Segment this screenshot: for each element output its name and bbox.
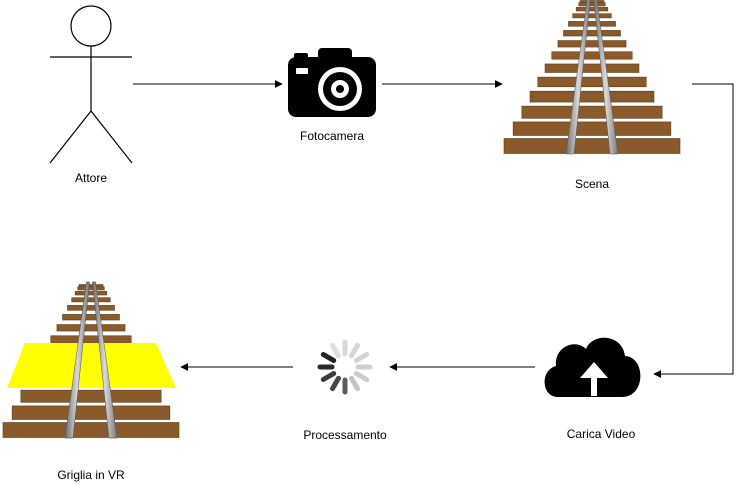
spinner-segment (320, 352, 337, 363)
spinner-segment (330, 375, 341, 392)
track-rail (92, 281, 118, 439)
loading-spinner-icon (317, 339, 373, 395)
label-upload: Carica Video (566, 427, 636, 441)
track-sleeper (551, 51, 633, 60)
track-sleeper (50, 335, 132, 344)
vr-grid-overlay (7, 343, 176, 388)
track-sleeper (521, 105, 663, 119)
track-sleeper (503, 138, 681, 154)
cloud-upload-icon (544, 337, 641, 397)
track-sleeper (563, 30, 621, 37)
spinner-segment (349, 342, 360, 359)
label-scene: Scena (574, 177, 610, 191)
track-sleeper (572, 13, 612, 19)
track-sleeper (537, 76, 647, 88)
camera-icon (288, 48, 376, 117)
track-sleeper (11, 405, 171, 420)
label-actor: Attore (74, 171, 108, 185)
label-camera: Fotocamera (299, 129, 365, 143)
track-rail (565, 0, 591, 155)
spinner-segment (349, 375, 360, 392)
track-sleeper (62, 314, 120, 321)
track-sleeper (529, 90, 655, 103)
track-sleeper (77, 286, 105, 291)
label-processing: Processamento (303, 428, 387, 442)
arrow-scene-to-upload (653, 83, 734, 378)
stick-figure-icon (49, 5, 133, 164)
track-sleeper (578, 2, 606, 7)
connectors (133, 80, 734, 378)
track-sleeper (67, 305, 115, 311)
spinner-segment (320, 371, 337, 382)
spinner-segment (353, 371, 370, 382)
track-sleeper (568, 21, 616, 27)
track-sleeper (544, 63, 640, 73)
track-rail (64, 281, 90, 439)
track-rail (593, 0, 619, 155)
track-sleeper (575, 7, 609, 12)
spinner-segment (330, 342, 341, 359)
track-sleeper (74, 291, 108, 296)
track-sleeper (2, 422, 180, 438)
track-sleeper (56, 324, 126, 332)
track-sleeper (20, 389, 162, 403)
label-vr-grid: Griglia in VR (57, 468, 125, 482)
spinner-segment (353, 352, 370, 363)
railway-track-grid-icon (2, 281, 180, 439)
track-sleeper (557, 40, 627, 48)
railway-track-icon (503, 0, 681, 155)
track-sleeper (71, 297, 111, 303)
track-sleeper (512, 121, 672, 136)
